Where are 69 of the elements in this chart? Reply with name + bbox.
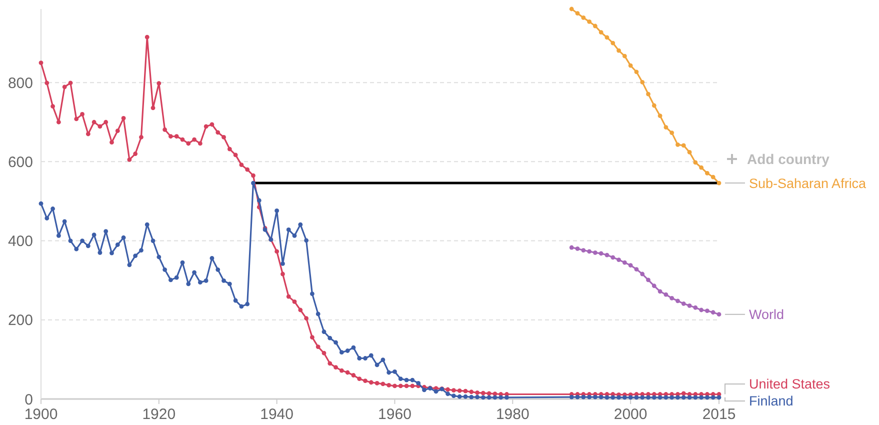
x-tick-label: 1980 xyxy=(496,406,530,423)
y-tick-label: 800 xyxy=(8,74,33,92)
point xyxy=(604,252,610,258)
point xyxy=(646,278,650,282)
point xyxy=(693,305,698,310)
point xyxy=(569,6,574,12)
point xyxy=(628,263,633,268)
point xyxy=(658,289,662,294)
y-tick-label: 0 xyxy=(24,391,33,408)
y-tick-label: 200 xyxy=(8,312,33,330)
text: United States xyxy=(749,376,830,392)
point xyxy=(687,303,692,308)
point xyxy=(610,255,616,260)
y-tick-label: 400 xyxy=(8,233,33,250)
point xyxy=(664,125,668,130)
point xyxy=(705,308,710,313)
x-tick-label: 1900 xyxy=(24,406,58,423)
text: World xyxy=(749,307,784,322)
point xyxy=(699,165,704,170)
x-tick-label: 2015 xyxy=(702,406,736,423)
text: Add country xyxy=(747,150,830,167)
point xyxy=(622,54,627,58)
point xyxy=(710,310,716,315)
x-tick-label: 1960 xyxy=(378,406,412,423)
point xyxy=(640,272,645,276)
point xyxy=(622,260,627,265)
point xyxy=(705,170,710,176)
point xyxy=(598,251,604,256)
point xyxy=(664,292,668,297)
y-tick-label: 600 xyxy=(8,154,33,171)
point xyxy=(569,245,574,250)
point xyxy=(575,246,580,251)
point xyxy=(670,130,674,135)
point xyxy=(592,250,598,255)
point xyxy=(628,63,633,68)
point xyxy=(575,11,580,16)
point xyxy=(658,114,662,118)
point xyxy=(716,312,722,317)
point xyxy=(681,301,686,306)
x-tick-label: 1920 xyxy=(142,406,176,423)
point xyxy=(587,249,592,254)
point xyxy=(710,174,716,180)
point xyxy=(652,284,656,288)
point xyxy=(610,40,616,46)
point xyxy=(640,80,645,84)
point xyxy=(652,103,656,108)
point xyxy=(676,142,680,147)
point xyxy=(616,48,621,53)
point xyxy=(581,248,586,252)
x-tick-label: 2000 xyxy=(614,406,648,423)
point xyxy=(676,298,680,304)
point xyxy=(687,150,692,154)
point xyxy=(681,143,686,148)
point xyxy=(598,30,604,35)
point xyxy=(693,160,698,165)
point xyxy=(699,308,704,312)
x-tick-label: 1940 xyxy=(260,406,294,423)
text: Sub-Saharan Africa xyxy=(749,176,867,191)
point xyxy=(716,180,722,186)
point xyxy=(670,296,674,300)
point xyxy=(634,70,639,74)
point xyxy=(581,16,586,20)
point xyxy=(587,19,592,24)
point xyxy=(634,267,639,272)
point xyxy=(604,35,610,40)
point xyxy=(646,92,650,96)
point xyxy=(592,24,598,28)
text: Finland xyxy=(749,394,794,409)
point xyxy=(616,258,621,262)
